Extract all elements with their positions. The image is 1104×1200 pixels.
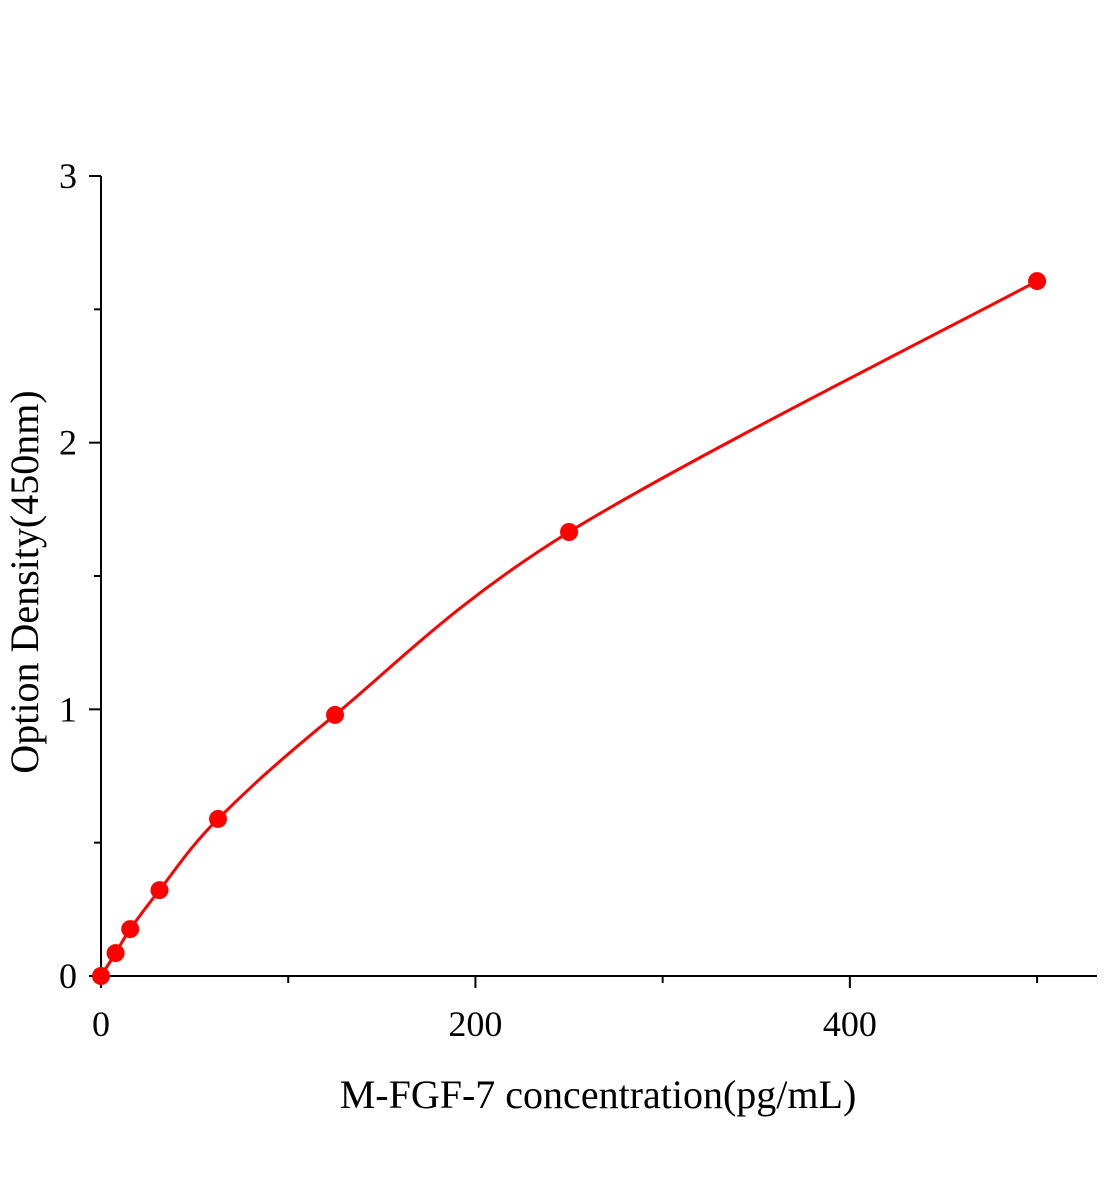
x-tick-label: 400 (823, 1004, 877, 1044)
data-point (106, 944, 125, 963)
data-point (92, 967, 110, 985)
data-point (121, 920, 140, 939)
data-point (326, 705, 345, 724)
fit-curve (99, 279, 1038, 977)
y-tick-label: 0 (59, 956, 77, 996)
data-point (1028, 272, 1047, 291)
y-tick-label: 1 (59, 689, 77, 729)
x-tick-label: 200 (448, 1004, 502, 1044)
data-point (209, 809, 228, 828)
x-tick-label: 0 (92, 1004, 110, 1044)
y-tick-label: 3 (59, 156, 77, 196)
data-point (150, 881, 169, 900)
data-point (560, 523, 579, 541)
x-axis-label: M-FGF-7 concentration(pg/mL) (340, 1072, 857, 1117)
y-tick-label: 2 (59, 423, 77, 463)
y-axis-label: Option Density(450nm) (2, 390, 47, 773)
